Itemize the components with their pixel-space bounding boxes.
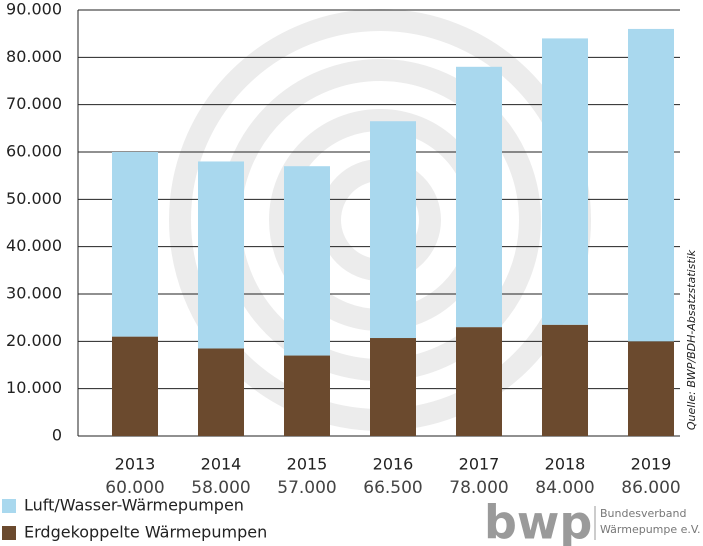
logo-line: Bundesverband — [600, 507, 686, 520]
bar-segment — [456, 66, 502, 328]
y-tick-label: 40.000 — [6, 236, 62, 255]
y-tick-label: 90.000 — [6, 0, 62, 19]
x-tick-label: 2019 — [631, 455, 672, 474]
y-tick-label: 20.000 — [6, 331, 62, 350]
y-tick-label: 60.000 — [6, 142, 62, 161]
bar-segment — [628, 28, 674, 342]
y-tick-label: 50.000 — [6, 189, 62, 208]
bar-segment — [370, 338, 416, 436]
x-tick-label: 2018 — [545, 455, 586, 474]
y-tick-label: 10.000 — [6, 378, 62, 397]
total-label: 60.000 — [105, 478, 164, 498]
x-tick-label: 2015 — [287, 455, 328, 474]
y-tick-label: 70.000 — [6, 94, 62, 113]
bar-segment — [112, 336, 158, 436]
logo-line: Wärmepumpe e.V. — [600, 523, 701, 536]
y-tick-label: 0 — [52, 426, 62, 445]
source-note: Quelle: BWP/BDH-Absatzstatistik — [685, 249, 698, 430]
y-tick-label: 80.000 — [6, 47, 62, 66]
bar-segment — [284, 355, 330, 436]
bar-segment — [542, 324, 588, 436]
bar-segment — [542, 38, 588, 325]
total-label: 57.000 — [277, 478, 336, 498]
x-tick-label: 2013 — [115, 455, 156, 474]
x-tick-label: 2016 — [373, 455, 414, 474]
bar-segment — [370, 121, 416, 339]
y-tick-label: 30.000 — [6, 284, 62, 303]
total-label: 58.000 — [191, 478, 250, 498]
bar-segment — [112, 152, 158, 337]
bar-segment — [628, 341, 674, 436]
x-tick-label: 2017 — [459, 455, 500, 474]
bar-segment — [198, 348, 244, 436]
legend-swatch — [2, 499, 16, 513]
legend-label: Erdgekoppelte Wärmepumpen — [24, 523, 267, 542]
total-label: 78.000 — [449, 478, 508, 498]
legend-label: Luft/Wasser-Wärmepumpen — [24, 496, 244, 515]
x-tick-label: 2014 — [201, 455, 242, 474]
bar-segment — [284, 166, 330, 356]
logo-mark: bwp — [484, 496, 592, 546]
total-label: 66.500 — [363, 478, 422, 498]
bar-segment — [198, 161, 244, 349]
legend-swatch — [2, 526, 16, 540]
bar-segment — [456, 327, 502, 436]
total-label: 84.000 — [535, 478, 594, 498]
total-label: 86.000 — [621, 478, 680, 498]
